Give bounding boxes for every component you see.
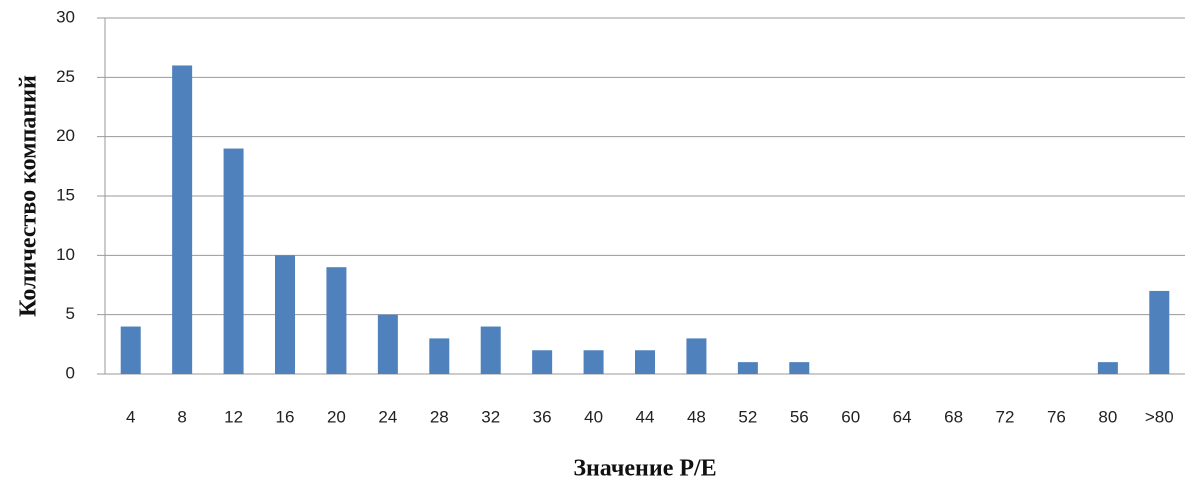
x-tick-label: 68 (944, 407, 963, 426)
x-tick-label: 60 (841, 407, 860, 426)
x-tick-label: 36 (533, 407, 552, 426)
bar (737, 362, 758, 374)
x-axis-title: Значение P/E (573, 456, 716, 482)
x-tick-label: 52 (738, 407, 757, 426)
x-tick-label: 80 (1098, 407, 1117, 426)
bar (532, 350, 553, 374)
x-tick-label: 12 (224, 407, 243, 426)
bar (789, 362, 810, 374)
x-tick-label: 44 (636, 407, 655, 426)
bar (223, 148, 244, 374)
y-tick-label: 20 (56, 126, 75, 145)
y-tick-label: 25 (56, 67, 75, 86)
x-tick-label: 76 (1047, 407, 1066, 426)
bar (377, 314, 398, 374)
bar (583, 350, 604, 374)
x-tick-label: 72 (996, 407, 1015, 426)
y-tick-label: 10 (56, 245, 75, 264)
y-tick-label: 30 (56, 7, 75, 26)
x-tick-label: 48 (687, 407, 706, 426)
bar (480, 326, 501, 374)
bar (1097, 362, 1118, 374)
x-tick-label: 40 (584, 407, 603, 426)
bar (429, 338, 450, 374)
x-tick-label: 56 (790, 407, 809, 426)
bar (120, 326, 141, 374)
x-tick-label: 24 (378, 407, 397, 426)
bar (326, 267, 347, 374)
x-tick-label: 4 (126, 407, 135, 426)
x-tick-label: 20 (327, 407, 346, 426)
bar (275, 255, 295, 374)
y-tick-label: 5 (66, 304, 75, 323)
x-tick-label: 8 (177, 407, 186, 426)
x-tick-label: 28 (430, 407, 449, 426)
y-axis-title: Количество компаний (16, 75, 42, 317)
bar (686, 338, 707, 374)
x-tick-label: 32 (481, 407, 500, 426)
bar (1149, 290, 1170, 374)
y-tick-label: 15 (56, 185, 75, 204)
x-tick-label: >80 (1145, 407, 1174, 426)
x-tick-label: 64 (893, 407, 912, 426)
bar (635, 350, 655, 374)
bar (172, 65, 193, 374)
y-tick-label: 0 (66, 363, 75, 382)
x-tick-label: 16 (276, 407, 295, 426)
